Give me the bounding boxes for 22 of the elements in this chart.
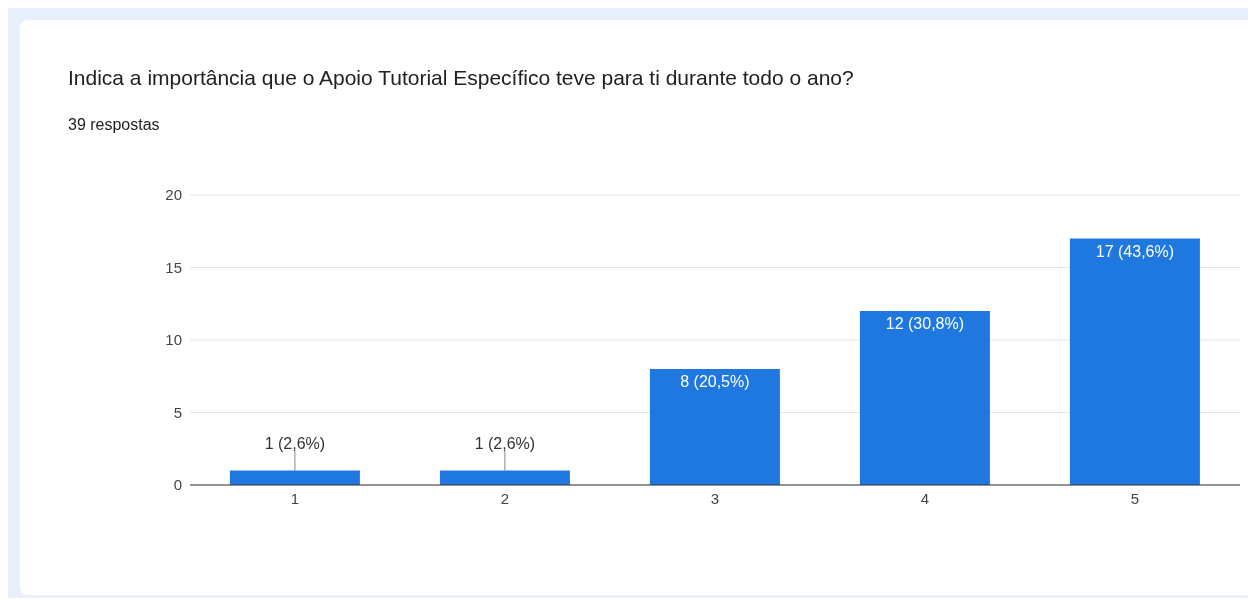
y-tick-label: 20 <box>165 186 182 204</box>
bar <box>859 311 990 485</box>
x-tick-label: 3 <box>710 489 720 507</box>
x-tick-label: 2 <box>500 489 510 507</box>
y-tick-label: 0 <box>173 476 182 494</box>
y-tick-label: 5 <box>173 403 182 421</box>
x-tick-label: 4 <box>920 489 930 507</box>
data-label: 8 (20,5%) <box>680 373 750 390</box>
x-tick-label: 1 <box>290 489 300 507</box>
bar <box>649 369 780 485</box>
bar <box>439 470 570 485</box>
data-label: 1 (2,6%) <box>264 434 326 452</box>
data-label: 17 (43,6%) <box>1095 242 1175 260</box>
bar <box>229 470 360 485</box>
chart-subtitle: 39 respostas <box>68 116 160 134</box>
chart-title: Indica a importância que o Apoio Tutorial Específico teve para ti durante todo o ano? <box>68 66 854 90</box>
bar <box>1069 238 1200 485</box>
x-tick-label: 5 <box>1130 489 1140 507</box>
y-tick-label: 10 <box>165 331 182 349</box>
data-label: 12 (30,8%) <box>885 315 965 332</box>
y-tick-label: 15 <box>165 258 182 276</box>
data-label: 1 (2,6%) <box>474 434 536 452</box>
